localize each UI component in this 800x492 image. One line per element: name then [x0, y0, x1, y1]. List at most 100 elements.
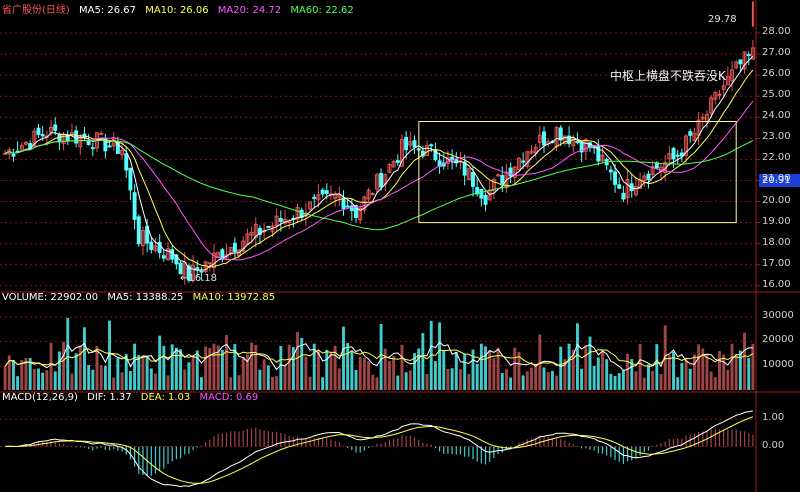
candle-body [320, 189, 325, 195]
candle-body [742, 51, 747, 70]
volume-bar [621, 370, 625, 390]
volume-bar [500, 372, 504, 390]
volume-bar [16, 376, 20, 390]
volume-bar [212, 343, 216, 390]
volume-bar [684, 357, 688, 390]
volume-bar [124, 353, 128, 390]
stock-name: 省广股份(日线) [2, 5, 70, 16]
volume-bar [559, 346, 563, 390]
volume-bar [220, 349, 224, 390]
volume-bar [300, 338, 304, 390]
candle-body [408, 141, 413, 146]
candle-body [374, 174, 379, 190]
volume-bar [697, 344, 701, 390]
volume-bar [28, 358, 32, 390]
candle-body [508, 167, 513, 177]
candle-body [721, 85, 726, 91]
volume-bar [287, 344, 291, 390]
volume-bar [216, 345, 220, 390]
ma10-label: MA10: 26.06 [145, 5, 209, 16]
candle-body [471, 172, 475, 187]
volume-bar [718, 351, 721, 390]
volume-bar [304, 356, 308, 390]
volume-bar [283, 364, 287, 390]
volume-bar [362, 357, 366, 390]
price-tick-label: 24.00 [762, 110, 791, 122]
volume-bar [488, 350, 492, 390]
volume-bar [521, 375, 525, 390]
candle-body [274, 215, 279, 226]
candle-body [700, 116, 705, 120]
ma60-line [4, 139, 754, 231]
annotation-text: 中枢上横盘不跌吞没K [610, 69, 726, 83]
candle-body [132, 192, 137, 220]
candle-body [608, 169, 613, 173]
volume-bar [74, 353, 78, 390]
volume-bar [208, 347, 212, 390]
candle-body [53, 124, 58, 131]
volume-bar [99, 365, 103, 390]
volume-bar [663, 325, 667, 390]
candle-body [425, 144, 430, 156]
volume-bar [195, 350, 199, 390]
volume-bar [692, 354, 696, 390]
price-tick-label: 16.00 [762, 278, 791, 290]
candle-body [525, 151, 530, 168]
volume-bar [154, 373, 157, 390]
consolidation-box [418, 121, 737, 224]
volume-bar [667, 355, 671, 390]
vol-ma10-line [4, 348, 754, 367]
candle-body [404, 136, 409, 151]
volume-bar [642, 377, 646, 390]
volume-bar [413, 353, 416, 390]
volume-bar [375, 377, 379, 390]
dif-line [5, 410, 754, 488]
volume-bar [358, 356, 362, 390]
volume-bar [542, 367, 546, 390]
volume-bar [613, 375, 617, 390]
candle-body [136, 216, 141, 245]
candle-body [491, 179, 496, 191]
candle-body [437, 160, 442, 167]
candle-body [725, 76, 730, 86]
volume-bar [367, 360, 371, 390]
candle-body [512, 166, 517, 179]
candle-body [90, 147, 95, 150]
volume-bar [41, 372, 45, 390]
macd-title: MACD(12,26,9) [2, 392, 78, 403]
volume-bar [329, 352, 333, 390]
candle-body [575, 140, 580, 143]
candle-body [249, 231, 254, 236]
candle-body [11, 153, 16, 157]
volume-bar [722, 354, 726, 390]
candle-body [567, 135, 572, 145]
candle-body [366, 189, 371, 200]
volume-bar [738, 350, 742, 390]
volume-bar [95, 346, 99, 390]
candle-body [746, 54, 751, 57]
candle-body [349, 205, 354, 212]
volume-bar [655, 344, 659, 390]
volume-bar [120, 372, 124, 390]
volume-bar [20, 359, 24, 390]
candle-body [462, 161, 467, 176]
vol-ma5-label: MA5: 13388.25 [107, 292, 184, 303]
volume-bar [404, 372, 408, 390]
volume-bar [651, 370, 655, 390]
volume-bar [162, 345, 166, 390]
candle-body [40, 134, 45, 137]
volume-bar [166, 375, 170, 390]
volume-bar [199, 377, 203, 390]
volume-tick-label: 30000 [762, 310, 794, 322]
price-tick-label: 20.00 [762, 194, 791, 206]
candle-body [186, 265, 191, 281]
candle-body [153, 245, 158, 252]
volume-bar [617, 373, 621, 390]
volume-bar [49, 342, 53, 390]
candle-body [730, 69, 734, 81]
volume-bar [24, 358, 28, 390]
volume-bar [634, 371, 638, 390]
volume-bar [137, 354, 141, 390]
candle-body [558, 127, 563, 141]
volume-bar [333, 345, 337, 390]
